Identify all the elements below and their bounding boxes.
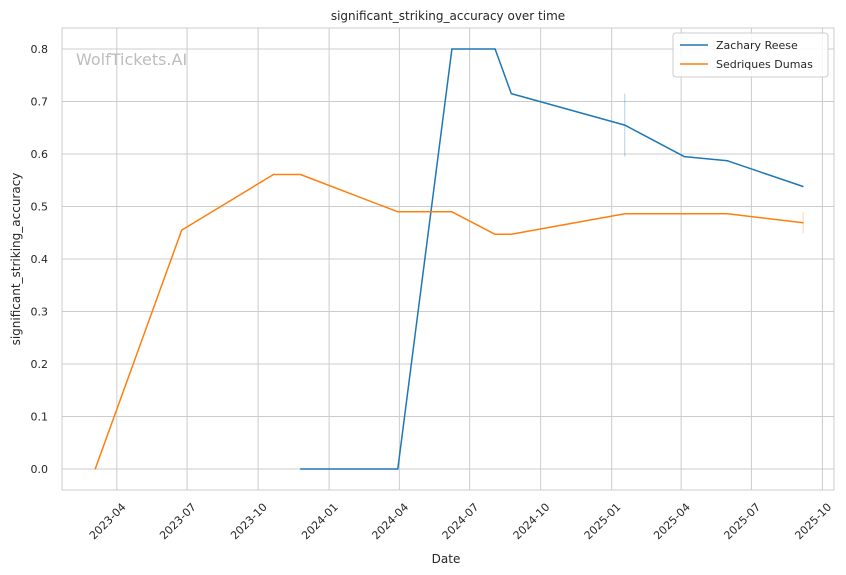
data-point-zachary-reese [623,124,626,126]
x-axis-title: Date [432,552,461,566]
legend: Zachary Reese Sedriques Dumas [672,32,829,78]
data-point-sedriques-dumas [683,213,686,215]
data-point-zachary-reese [510,92,513,95]
data-point-zachary-reese [397,468,399,470]
data-point-zachary-reese [802,185,804,188]
y-tick-label: 0.2 [31,358,49,371]
y-tick-label: 0.3 [31,306,49,319]
legend-label-sedriques-dumas: Sedriques Dumas [716,58,813,71]
chart-title: significant_striking_accuracy over time [331,9,565,23]
series-lines [94,48,804,470]
x-tick-label: 2023-07 [157,501,199,543]
x-tick-label: 2025-04 [651,501,693,543]
y-tick-label: 0.8 [31,43,49,56]
series-line-sedriques-dumas [94,173,804,470]
plot-frame [61,27,835,491]
x-tick-label: 2025-10 [793,501,835,543]
x-tick-label: 2024-07 [440,501,482,543]
x-tick-label: 2023-10 [228,501,270,543]
y-tick-label: 0.1 [31,411,49,424]
y-tick-label: 0.0 [31,463,49,476]
x-tick-label: 2024-01 [299,501,341,543]
x-tick-labels: 2023-04 2023-07 2023-10 2024-01 2024-04 2024-… [87,501,834,543]
data-point-sedriques-dumas [299,173,302,176]
watermark: WolfTickets.AI [76,50,187,69]
data-point-sedriques-dumas [180,229,183,231]
x-tick-label: 2023-04 [87,501,129,543]
y-tick-label: 0.7 [31,96,49,109]
data-point-zachary-reese [726,160,729,162]
data-point-zachary-reese [683,155,686,158]
data-point-sedriques-dumas [726,213,729,215]
y-tick-label: 0.5 [31,201,49,214]
data-point-sedriques-dumas [802,221,804,224]
x-tick-label: 2024-10 [511,501,553,543]
data-point-sedriques-dumas [397,210,399,213]
y-tick-label: 0.4 [31,253,49,266]
y-tick-labels: 0.0 0.1 0.2 0.3 0.4 0.5 0.6 0.7 0.8 [31,43,49,476]
data-point-sedriques-dumas [623,213,626,215]
legend-box [672,32,829,78]
data-point-sedriques-dumas [494,233,496,236]
data-point-zachary-reese [451,48,453,50]
data-point-sedriques-dumas [272,173,275,176]
y-tick-label: 0.6 [31,148,49,161]
x-tick-label: 2024-04 [369,501,411,543]
legend-label-zachary-reese: Zachary Reese [716,39,798,52]
data-point-sedriques-dumas [510,233,513,236]
data-point-sedriques-dumas [451,210,453,213]
x-tick-label: 2025-07 [721,501,763,543]
data-point-sedriques-dumas [94,468,96,470]
data-point-zachary-reese [494,48,496,50]
y-axis-title: significant_striking_accuracy [9,173,23,346]
x-tick-label: 2025-01 [582,501,624,543]
data-point-zachary-reese [299,468,302,470]
